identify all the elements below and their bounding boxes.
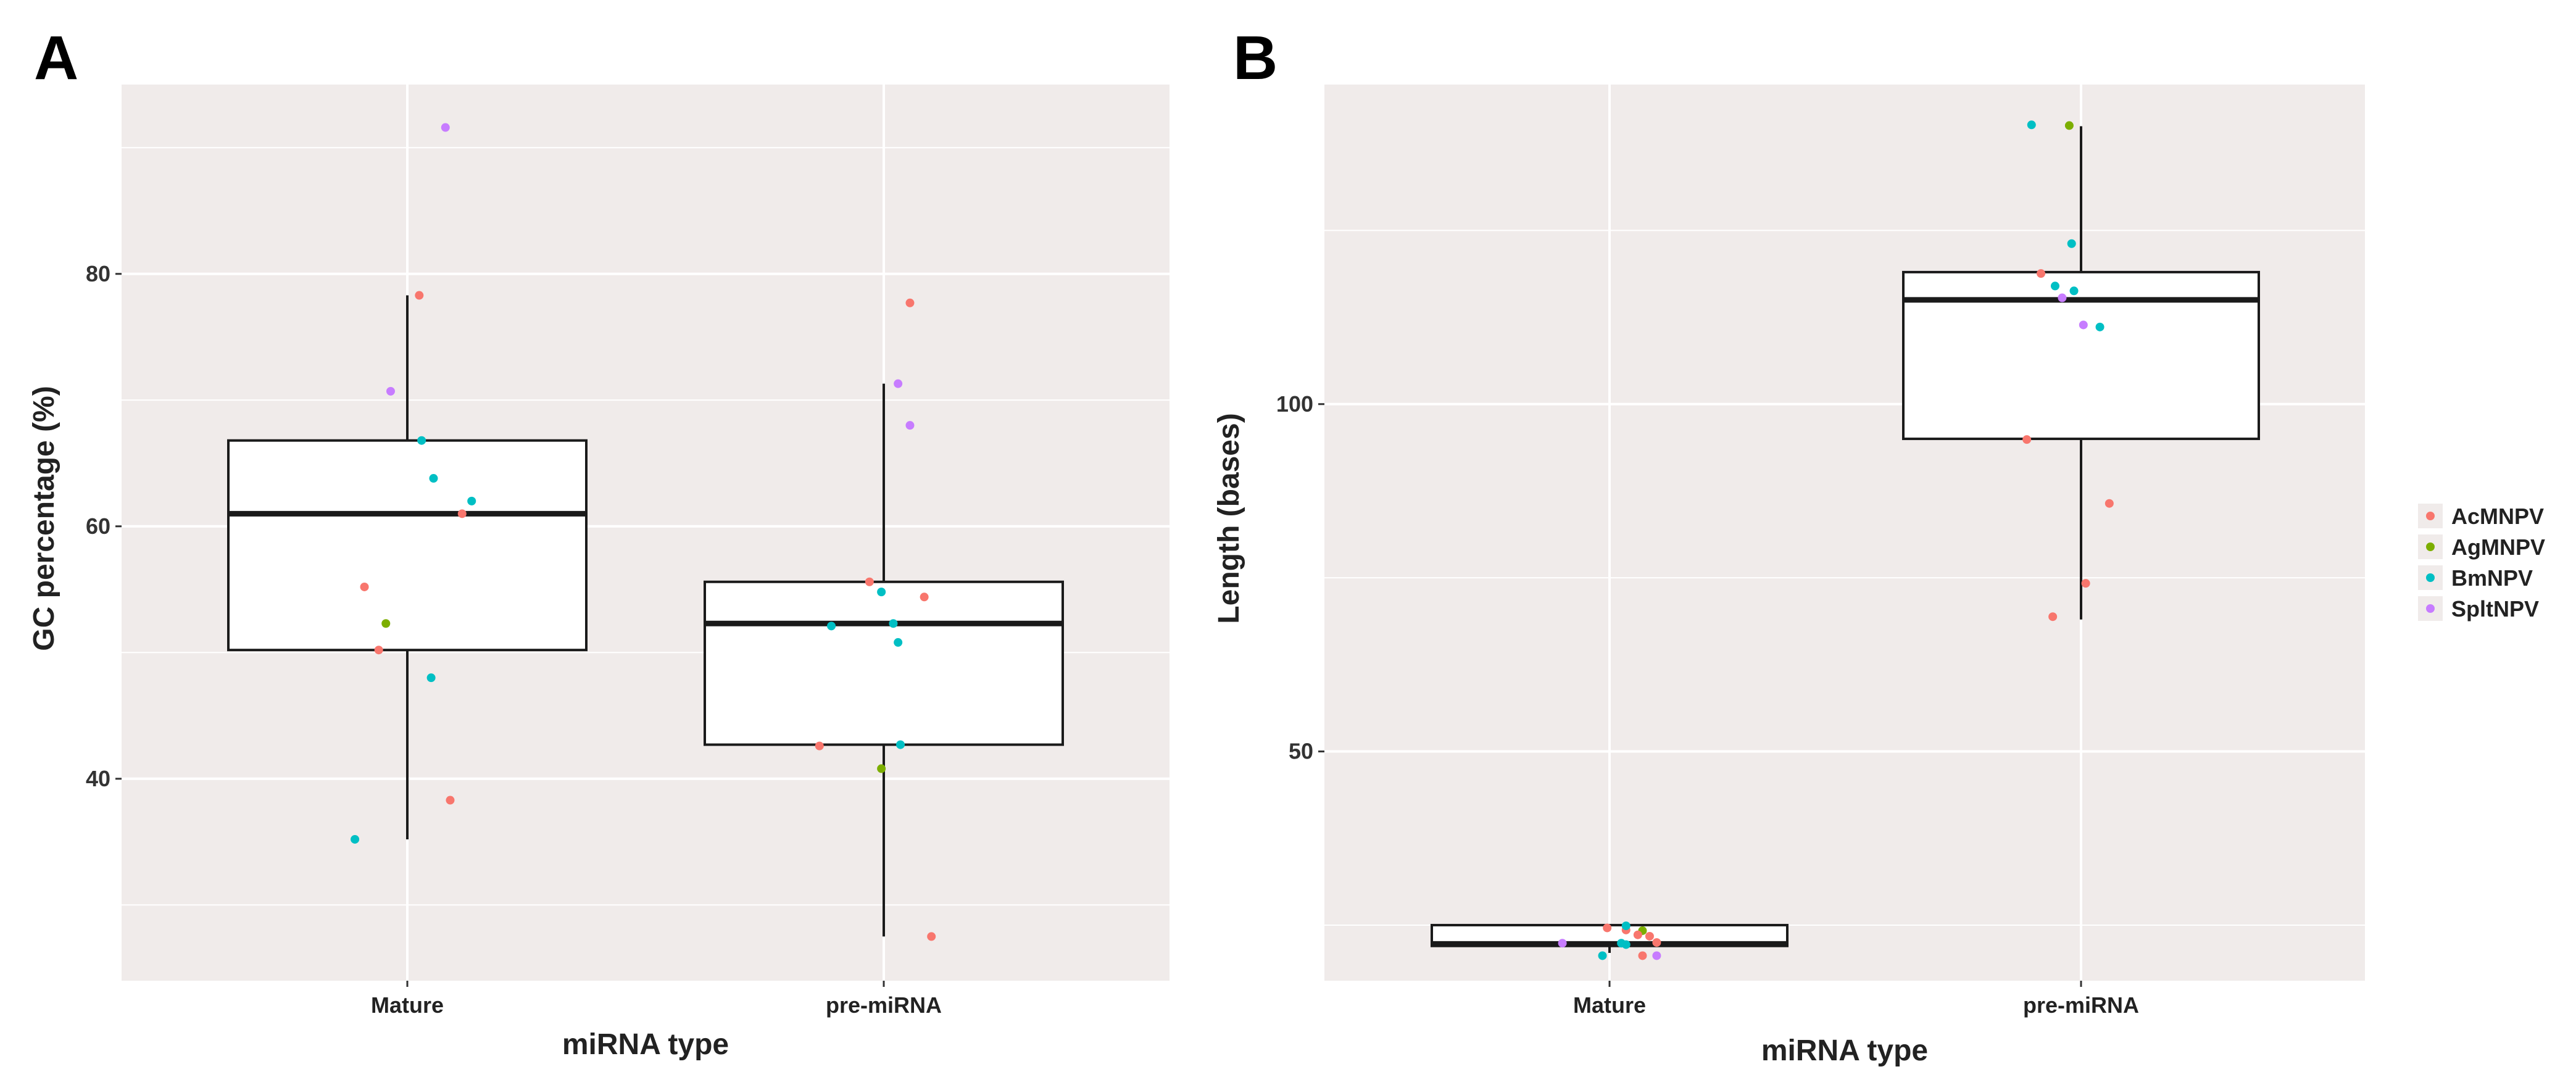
- panel-a-letter: A: [34, 23, 78, 93]
- panel-b-x-tick-label: Mature: [1573, 992, 1646, 1018]
- panel-a-point-acmnpv: [446, 796, 455, 805]
- panel-a-point-spltnpv: [905, 421, 915, 430]
- panel-a-point-bmnpv: [877, 588, 886, 597]
- panel-a-point-bmnpv: [429, 474, 438, 483]
- panel-a-y-ticks: 40 60 80: [86, 261, 122, 791]
- panel-a-point-acmnpv: [927, 932, 936, 941]
- panel-a-point-acmnpv: [905, 298, 915, 307]
- panel-a-point-acmnpv: [415, 291, 424, 300]
- panel-a-point-bmnpv: [894, 638, 903, 647]
- panel-b-point-acmnpv: [2048, 612, 2058, 621]
- panel-a-point-spltnpv: [894, 379, 903, 388]
- legend-label-bmnpv: BmNPV: [2451, 565, 2533, 591]
- panel-b-point-acmnpv: [2104, 499, 2114, 508]
- panel-b-point-spltnpv: [2079, 320, 2088, 330]
- panel-b-y-axis-label: Length (bases): [1213, 413, 1245, 623]
- panel-b-x-ticks: Mature pre-miRNA: [1573, 981, 2139, 1018]
- panel-a-y-tick-label: 80: [86, 261, 110, 286]
- panel-b-point-bmnpv: [2067, 239, 2076, 248]
- panel-a-y-axis-label: GC percentage (%): [28, 386, 60, 651]
- legend-label-spltnpv: SpltNPV: [2451, 596, 2539, 621]
- panel-a-x-tick-label: Mature: [371, 992, 444, 1018]
- panel-b-point-bmnpv: [2050, 281, 2059, 291]
- panel-a-boxes: [227, 295, 1064, 937]
- panel-a-box: [227, 439, 588, 652]
- panel-b-point-bmnpv: [1621, 921, 1631, 931]
- panel-a-points: [351, 123, 936, 941]
- panel-b-x-axis-label: miRNA type: [1761, 1034, 1928, 1067]
- panel-b-point-agmnpv: [2064, 121, 2074, 130]
- panel-a-point-bmnpv: [889, 619, 898, 628]
- panel-a-point-bmnpv: [467, 496, 476, 505]
- panel-b-point-bmnpv: [1598, 951, 1607, 960]
- panel-b-y-tick-label: 50: [1289, 739, 1313, 764]
- panel-b-point-acmnpv: [1652, 938, 1661, 947]
- panel-b-point-bmnpv: [2095, 322, 2104, 331]
- panel-b-point-bmnpv: [2027, 120, 2036, 130]
- panel-b-point-acmnpv: [1603, 923, 1612, 933]
- panel-b-point-spltnpv: [1558, 939, 1567, 948]
- panel-b-point-bmnpv: [2069, 286, 2079, 296]
- panel-a-y-tick-label: 60: [86, 513, 110, 539]
- panel-a-x-axis-label: miRNA type: [562, 1028, 729, 1061]
- legend-swatch-agmnpv: [2426, 542, 2435, 551]
- panel-b-letter: B: [1233, 23, 1278, 93]
- panel-a-point-agmnpv: [877, 764, 886, 773]
- panel-b-point-spltnpv: [2058, 293, 2067, 302]
- panel-b-point-spltnpv: [1652, 951, 1661, 960]
- panel-b-x-tick-label: pre-miRNA: [2023, 992, 2139, 1018]
- panel-b-y-tick-label: 100: [1276, 391, 1313, 417]
- panel-a-x-tick-label: pre-miRNA: [826, 992, 942, 1018]
- panel-a-point-bmnpv: [351, 834, 360, 844]
- panel-b-box: [1902, 270, 2260, 441]
- panel-a: A 40 60 80 Mature pre-miRNA miRNA type GC p…: [28, 23, 1170, 1061]
- panel-b-point-acmnpv: [2022, 435, 2032, 444]
- panel-b-points: [1558, 120, 2114, 960]
- panel-a-box: [704, 580, 1064, 746]
- panel-a-point-spltnpv: [386, 386, 395, 396]
- legend-swatch-acmnpv: [2426, 512, 2435, 520]
- panel-a-point-bmnpv: [426, 673, 436, 683]
- panel-a-x-ticks: Mature pre-miRNA: [371, 981, 942, 1018]
- panel-a-point-acmnpv: [360, 582, 369, 591]
- panel-b-point-acmnpv: [2037, 269, 2046, 278]
- panel-b-point-acmnpv: [1645, 931, 1654, 941]
- panel-a-y-tick-label: 40: [86, 766, 110, 791]
- panel-b-point-acmnpv: [2081, 579, 2090, 588]
- panel-b-point-bmnpv: [1621, 940, 1631, 949]
- panel-b: B 50 100 Mature pre-miRNA miRNA type Lengt…: [1213, 23, 2365, 1067]
- panel-a-point-acmnpv: [815, 741, 824, 750]
- legend-swatch-bmnpv: [2426, 573, 2435, 582]
- panel-b-point-acmnpv: [1633, 930, 1642, 939]
- legend-label-agmnpv: AgMNPV: [2451, 534, 2545, 560]
- panel-a-point-acmnpv: [865, 577, 874, 586]
- panel-b-plot-background: [1324, 85, 2365, 981]
- panel-a-point-bmnpv: [896, 740, 905, 749]
- panel-a-point-spltnpv: [441, 123, 450, 132]
- panel-b-point-acmnpv: [1638, 951, 1647, 960]
- legend: AcMNPV AgMNPV BmNPV SpltNPV: [2413, 494, 2567, 628]
- panel-a-point-acmnpv: [374, 646, 383, 655]
- panel-a-point-bmnpv: [827, 621, 836, 631]
- legend-label-acmnpv: AcMNPV: [2451, 504, 2544, 529]
- legend-swatch-spltnpv: [2426, 604, 2435, 613]
- panel-b-y-ticks: 50 100: [1276, 391, 1324, 764]
- panel-a-point-acmnpv: [457, 509, 467, 518]
- panel-a-point-acmnpv: [920, 592, 929, 602]
- panel-a-point-agmnpv: [381, 619, 391, 628]
- panel-a-point-bmnpv: [417, 436, 426, 445]
